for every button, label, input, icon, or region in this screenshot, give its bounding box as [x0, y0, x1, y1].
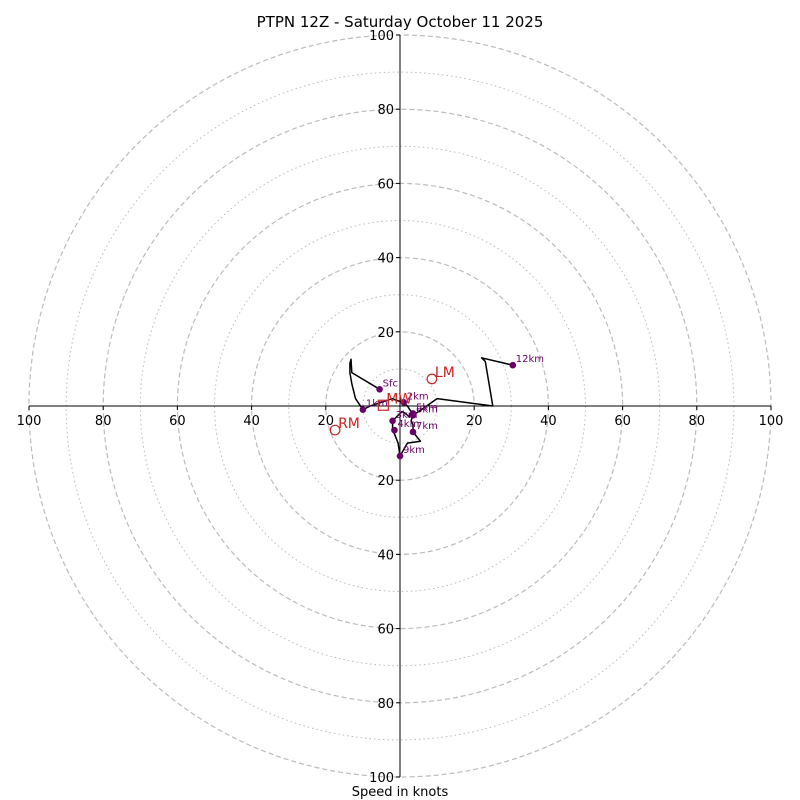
height-point — [396, 452, 404, 460]
y-tick-label: 80 — [377, 697, 394, 712]
height-point-label: 5km — [416, 402, 438, 413]
x-tick-label: 20 — [318, 414, 335, 429]
y-tick-label: 20 — [377, 326, 394, 341]
y-tick-label: 100 — [369, 29, 394, 44]
height-point — [409, 428, 417, 436]
height-point — [400, 398, 408, 406]
y-tick-label: 60 — [377, 177, 394, 192]
y-tick-label: 60 — [377, 623, 394, 638]
height-point — [391, 426, 398, 434]
x-tick-label: 60 — [614, 414, 631, 429]
x-tick-label: 40 — [540, 414, 557, 429]
y-tick-label: 80 — [377, 103, 394, 118]
y-tick-label: 20 — [377, 474, 394, 489]
chart-title: PTPN 12Z - Saturday October 11 2025 — [257, 13, 544, 31]
height-point-label: Sfc — [383, 378, 398, 389]
height-point-label: 3km — [396, 410, 418, 421]
height-point — [509, 361, 517, 369]
height-point-label: 7km — [416, 421, 438, 432]
height-point-label: 9km — [403, 445, 425, 456]
height-point-label: 1km — [366, 399, 388, 410]
x-tick-label: 60 — [169, 414, 186, 429]
x-tick-label: 20 — [466, 414, 483, 429]
y-tick-label: 100 — [369, 771, 394, 786]
height-point-label: 4km — [397, 419, 419, 430]
height-point-label: 2km — [407, 391, 429, 402]
x-tick-label: 100 — [17, 414, 42, 429]
x-axis-label: Speed in knots — [352, 785, 449, 800]
mean-wind-marker — [377, 399, 389, 411]
storm-motion-label: LM — [435, 365, 455, 381]
x-tick-label: 100 — [759, 414, 784, 429]
height-point — [409, 411, 417, 419]
y-tick-label: 40 — [377, 252, 394, 267]
height-point-label: 12km — [516, 354, 544, 365]
height-point-label: 6km — [416, 404, 438, 415]
height-point — [389, 417, 396, 425]
storm-motion-label: RM — [338, 416, 360, 432]
height-point — [376, 386, 383, 393]
x-tick-label: 80 — [689, 414, 706, 429]
storm-motion-marker — [329, 424, 341, 436]
mean-wind-label: MW — [386, 391, 412, 407]
x-tick-label: 40 — [243, 414, 260, 429]
height-point — [359, 406, 367, 414]
y-tick-label: 40 — [377, 548, 394, 563]
x-tick-label: 80 — [95, 414, 112, 429]
storm-motion-marker — [426, 373, 438, 385]
